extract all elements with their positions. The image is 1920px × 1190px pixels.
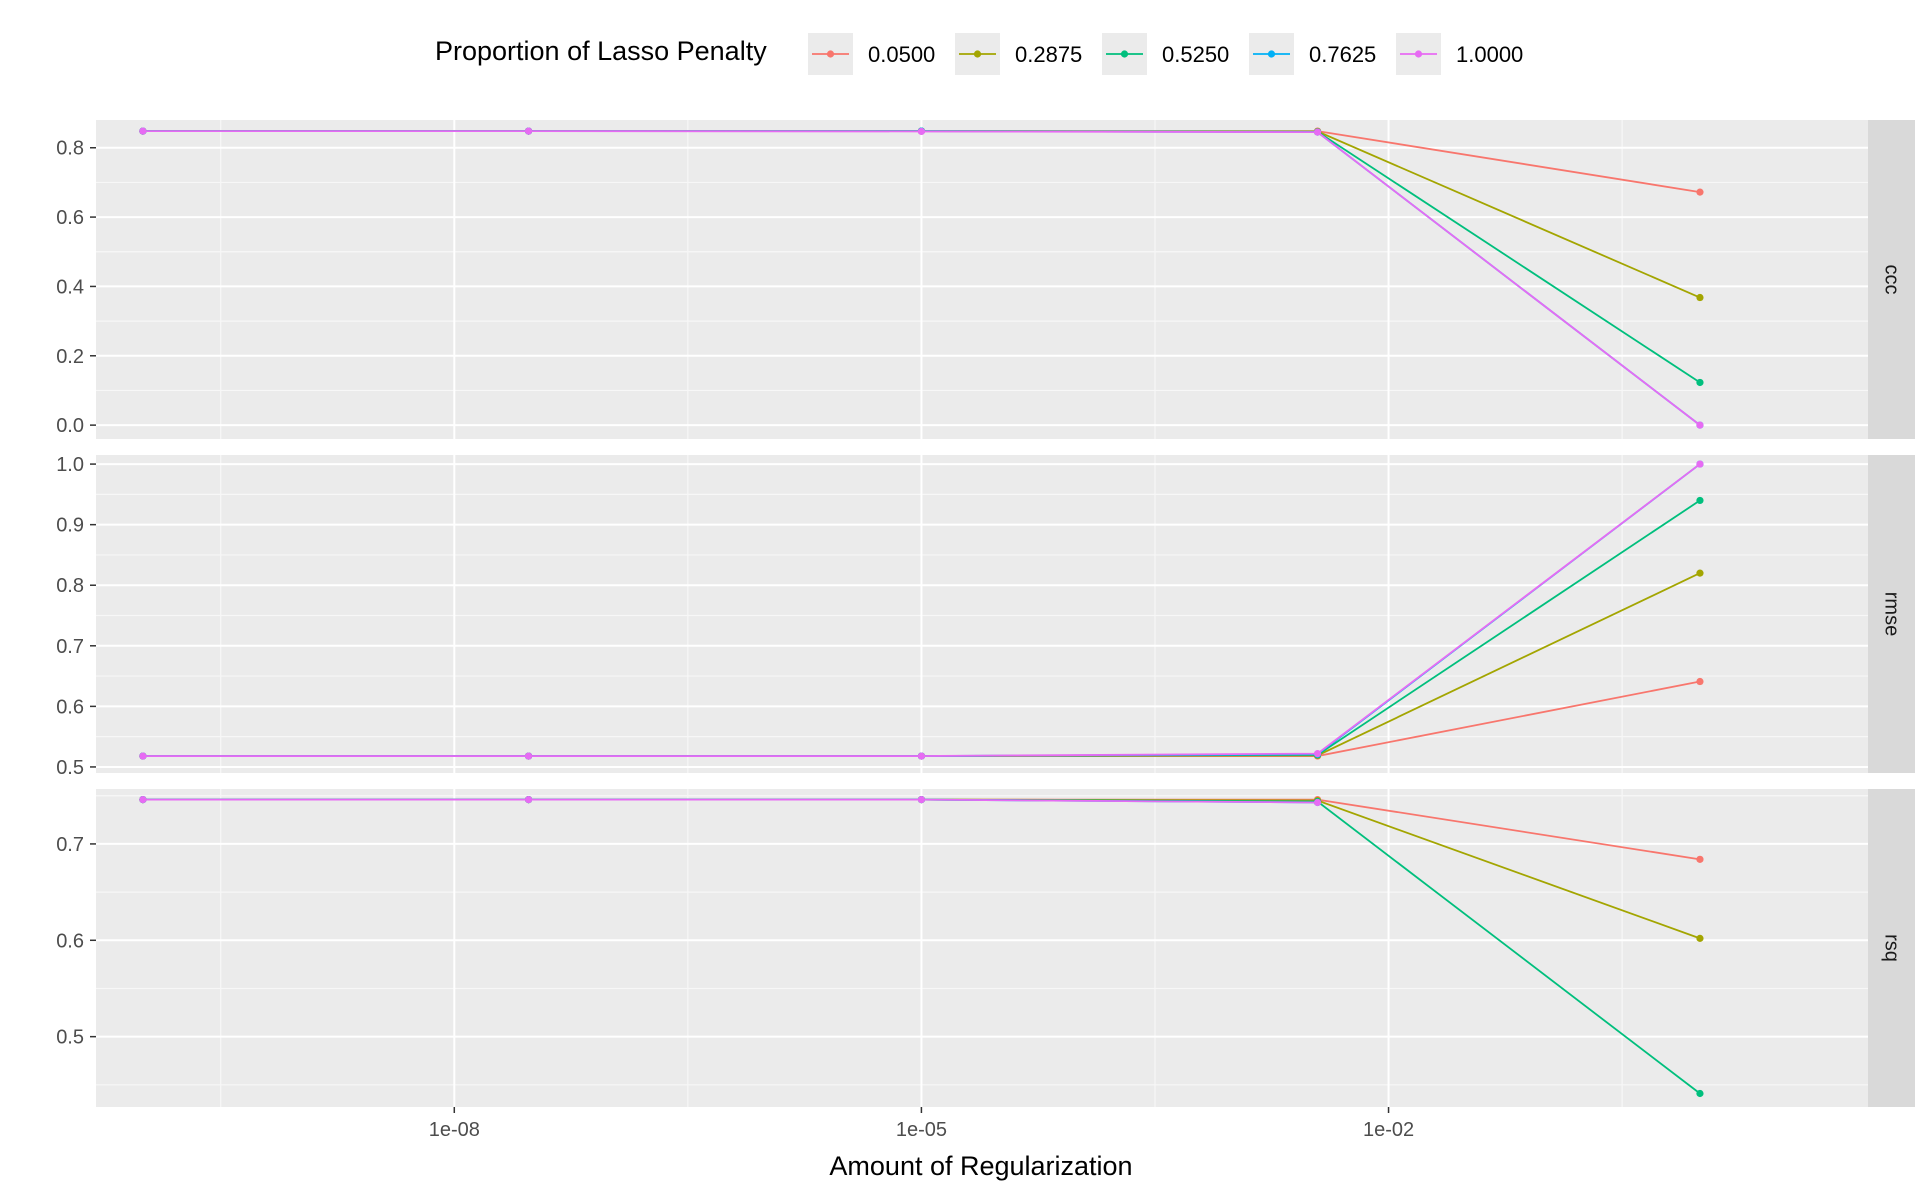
legend: Proportion of Lasso Penalty 0.0500 0.2875… (435, 33, 1523, 75)
y-tick-label: 0.7 (56, 834, 84, 856)
series-1.0000 (139, 796, 1322, 807)
facet-strip-label: ccc (1881, 265, 1903, 295)
facet-strip-label: rmse (1881, 592, 1903, 636)
facet-strip (1868, 120, 1915, 439)
legend-title: Proportion of Lasso Penalty (435, 36, 767, 66)
data-point (1696, 569, 1704, 577)
data-point (1696, 1089, 1704, 1098)
data-point (524, 752, 533, 760)
data-point (139, 752, 147, 760)
facet-strip-label: rsq (1881, 934, 1903, 962)
series-1.0000 (139, 127, 1704, 429)
y-tick-label: 1.0 (56, 454, 84, 476)
data-point (1696, 677, 1704, 686)
legend-key-point (826, 50, 835, 58)
panel-background (96, 455, 1868, 773)
data-point (1313, 798, 1322, 807)
legend-label: 0.0500 (868, 42, 935, 67)
y-tick-label: 0.7 (56, 636, 84, 658)
legend-label: 0.2875 (1015, 42, 1082, 67)
x-axis-title: Amount of Regularization (829, 1151, 1132, 1181)
panel-ccc: 0.0 0.2 0.4 0.6 0.8 ccc (56, 120, 1915, 439)
y-tick-label: 0.0 (56, 415, 84, 437)
y-tick-label: 0.8 (56, 138, 84, 160)
facet-strip (1868, 789, 1915, 1107)
legend-label: 0.7625 (1309, 42, 1376, 67)
data-point (1696, 855, 1704, 863)
data-point (917, 796, 926, 804)
y-tick-label: 0.6 (56, 696, 84, 718)
y-tick-label: 0.9 (56, 515, 84, 537)
y-tick-label: 0.5 (56, 1027, 84, 1049)
panel-background (96, 789, 1868, 1107)
data-point (1313, 128, 1322, 136)
data-point (139, 796, 147, 804)
y-tick-label: 0.6 (56, 207, 84, 229)
legend-item-1.0000: 1.0000 (1396, 33, 1523, 75)
panel-background (96, 120, 1868, 439)
x-axis: 1e-08 1e-05 1e-02 (429, 1107, 1414, 1141)
legend-key-point (1414, 50, 1423, 58)
data-point (139, 127, 147, 135)
legend-key-point (1267, 50, 1276, 58)
y-tick-label: 0.4 (56, 276, 84, 298)
legend-item-0.2875: 0.2875 (955, 33, 1082, 75)
y-tick-label: 0.6 (56, 930, 84, 952)
data-point (1696, 460, 1704, 468)
data-point (1696, 293, 1704, 302)
series-1.0000 (139, 460, 1704, 760)
legend-key-point (1120, 50, 1129, 58)
data-point (917, 127, 926, 136)
x-tick-label: 1e-05 (896, 1119, 947, 1141)
data-point (1696, 188, 1704, 196)
legend-item-0.0500: 0.0500 (808, 33, 935, 75)
legend-item-0.5250: 0.5250 (1102, 33, 1229, 75)
data-point (524, 796, 533, 804)
data-point (917, 752, 926, 760)
x-tick-label: 1e-08 (429, 1119, 480, 1141)
legend-label: 0.5250 (1162, 42, 1229, 67)
data-point (1696, 421, 1704, 429)
data-point (1696, 934, 1704, 942)
legend-label: 1.0000 (1456, 42, 1523, 67)
data-point (1313, 750, 1322, 758)
y-tick-label: 0.2 (56, 346, 84, 368)
series-line (142, 798, 1318, 804)
data-point (524, 127, 533, 135)
data-point (1696, 496, 1704, 505)
legend-key-point (973, 50, 982, 58)
panel-rmse: 0.5 0.6 0.7 0.8 0.9 1.0 rmse (56, 454, 1915, 779)
data-point (1696, 378, 1704, 387)
y-tick-label: 0.8 (56, 575, 84, 597)
x-tick-label: 1e-02 (1363, 1119, 1414, 1141)
facet-strip (1868, 455, 1915, 773)
legend-item-0.7625: 0.7625 (1249, 33, 1376, 75)
panels: 0.0 0.2 0.4 0.6 0.8 ccc 0.5 0.6 0.7 0.8 0.9 1.0 rmse… (56, 120, 1915, 1107)
panel-rsq: 0.5 0.6 0.7 rsq (56, 789, 1915, 1107)
y-tick-label: 0.5 (56, 757, 84, 779)
